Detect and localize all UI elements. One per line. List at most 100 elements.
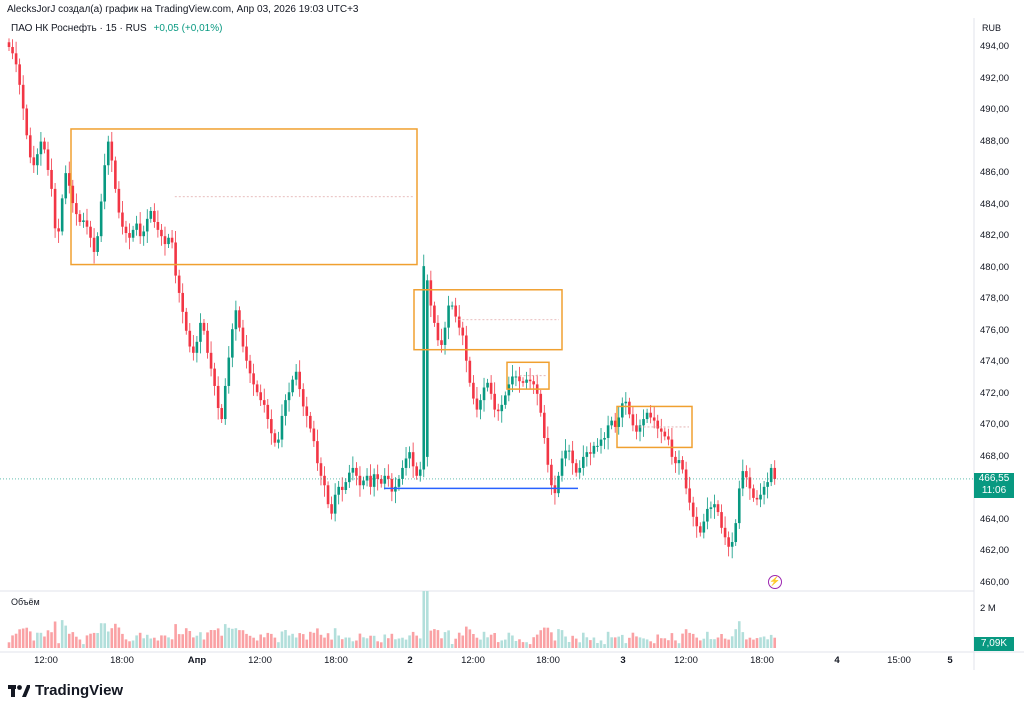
candle-body xyxy=(500,404,504,412)
candle-body xyxy=(578,467,582,473)
candle-body xyxy=(199,322,202,342)
candle-body xyxy=(241,327,245,347)
volume-bar xyxy=(36,632,39,648)
candle-body xyxy=(667,436,670,440)
candle-body xyxy=(539,393,543,413)
candle-body xyxy=(550,464,553,486)
candle-body xyxy=(518,376,521,382)
volume-bar xyxy=(277,642,280,648)
candle-body xyxy=(603,437,606,440)
volume-bar xyxy=(720,634,723,648)
candle-body xyxy=(737,488,741,524)
candle-body xyxy=(351,467,355,473)
volume-bar xyxy=(18,629,21,648)
volume-bar xyxy=(635,636,638,648)
zone-box[interactable] xyxy=(616,405,693,449)
zone-box[interactable] xyxy=(413,289,563,351)
alert-icon[interactable]: ⚡ xyxy=(768,575,782,589)
volume-bar xyxy=(691,633,695,648)
time-axis-label: 2 xyxy=(407,655,413,666)
volume-bar xyxy=(599,640,603,648)
candle-body xyxy=(574,463,578,473)
candle-body xyxy=(21,84,25,109)
candle-body xyxy=(599,439,603,446)
candle-body xyxy=(596,445,599,447)
volume-bar xyxy=(177,634,181,648)
volume-bar xyxy=(486,637,489,648)
symbol-legend[interactable]: ПАО НК Роснефть · 15 · RUS +0,05 (+0,01%… xyxy=(11,23,222,34)
volume-bar xyxy=(199,632,202,648)
volume-bar xyxy=(252,637,255,648)
volume-bar xyxy=(206,632,209,648)
candle-body xyxy=(507,384,511,396)
volume-bar xyxy=(500,640,504,648)
candle-body xyxy=(362,480,365,486)
candle-body xyxy=(766,482,769,487)
volume-bar xyxy=(188,631,192,648)
symbol-title[interactable]: ПАО НК Роснефть · 15 · RUS xyxy=(11,23,147,34)
volume-bar xyxy=(592,637,596,648)
volume-bar xyxy=(752,639,755,648)
candle-body xyxy=(457,316,461,328)
volume-bar xyxy=(128,641,131,648)
tradingview-logo[interactable]: TradingView xyxy=(8,682,123,699)
volume-bar xyxy=(603,644,606,648)
volume-bar xyxy=(642,638,645,648)
candle-body xyxy=(440,340,443,345)
volume-bar xyxy=(181,634,185,648)
candles xyxy=(7,38,777,559)
time-axis-label: 18:00 xyxy=(324,655,348,666)
volume-bar xyxy=(67,633,71,648)
candle-body xyxy=(348,472,351,483)
candle-body xyxy=(390,478,394,492)
zone-box[interactable] xyxy=(506,361,550,390)
candle-body xyxy=(773,467,777,479)
volume-bar xyxy=(284,630,287,648)
volume-title[interactable]: Объём xyxy=(11,597,40,607)
candle-body xyxy=(472,382,475,399)
candle-body xyxy=(426,280,429,457)
volume-bar xyxy=(32,640,36,648)
candle-body xyxy=(546,437,550,465)
volume-bar xyxy=(567,642,571,648)
candle-body xyxy=(39,141,43,155)
volume-bar xyxy=(131,640,135,648)
candle-body xyxy=(383,475,387,484)
candle-body xyxy=(581,456,585,468)
candle-body xyxy=(709,507,713,509)
volume-bar xyxy=(535,634,539,648)
candle-body xyxy=(89,226,92,238)
volume-bar xyxy=(741,632,745,648)
candle-body xyxy=(525,379,528,383)
volume-bar xyxy=(234,628,238,648)
candle-body xyxy=(60,198,64,232)
price-change: +0,05 (+0,01%) xyxy=(153,23,223,34)
volume-bar xyxy=(457,632,461,648)
volume-bar xyxy=(504,639,507,648)
time-axis-label: 12:00 xyxy=(461,655,485,666)
candle-body xyxy=(326,485,330,505)
volume-bar xyxy=(75,636,78,648)
time-axis-label: 12:00 xyxy=(34,655,58,666)
candle-body xyxy=(553,485,557,494)
price-axis-label: 488,00 xyxy=(980,135,1010,147)
volume-bar xyxy=(713,639,716,648)
candle-body xyxy=(706,508,709,522)
volume-bar xyxy=(511,635,514,648)
candle-body xyxy=(355,467,358,476)
candle-body xyxy=(209,352,213,369)
candle-body xyxy=(720,512,723,528)
candle-body xyxy=(624,401,628,404)
candle-body xyxy=(337,486,340,495)
candle-body xyxy=(138,223,142,237)
candle-body xyxy=(167,237,170,245)
candle-body xyxy=(659,428,663,432)
price-axis-label: 460,00 xyxy=(980,577,1010,588)
candle-body xyxy=(195,341,199,353)
candle-body xyxy=(14,53,18,65)
candle-body xyxy=(656,420,660,429)
zone-box[interactable] xyxy=(70,128,418,266)
candle-body xyxy=(372,474,376,487)
volume-bar xyxy=(60,620,64,648)
